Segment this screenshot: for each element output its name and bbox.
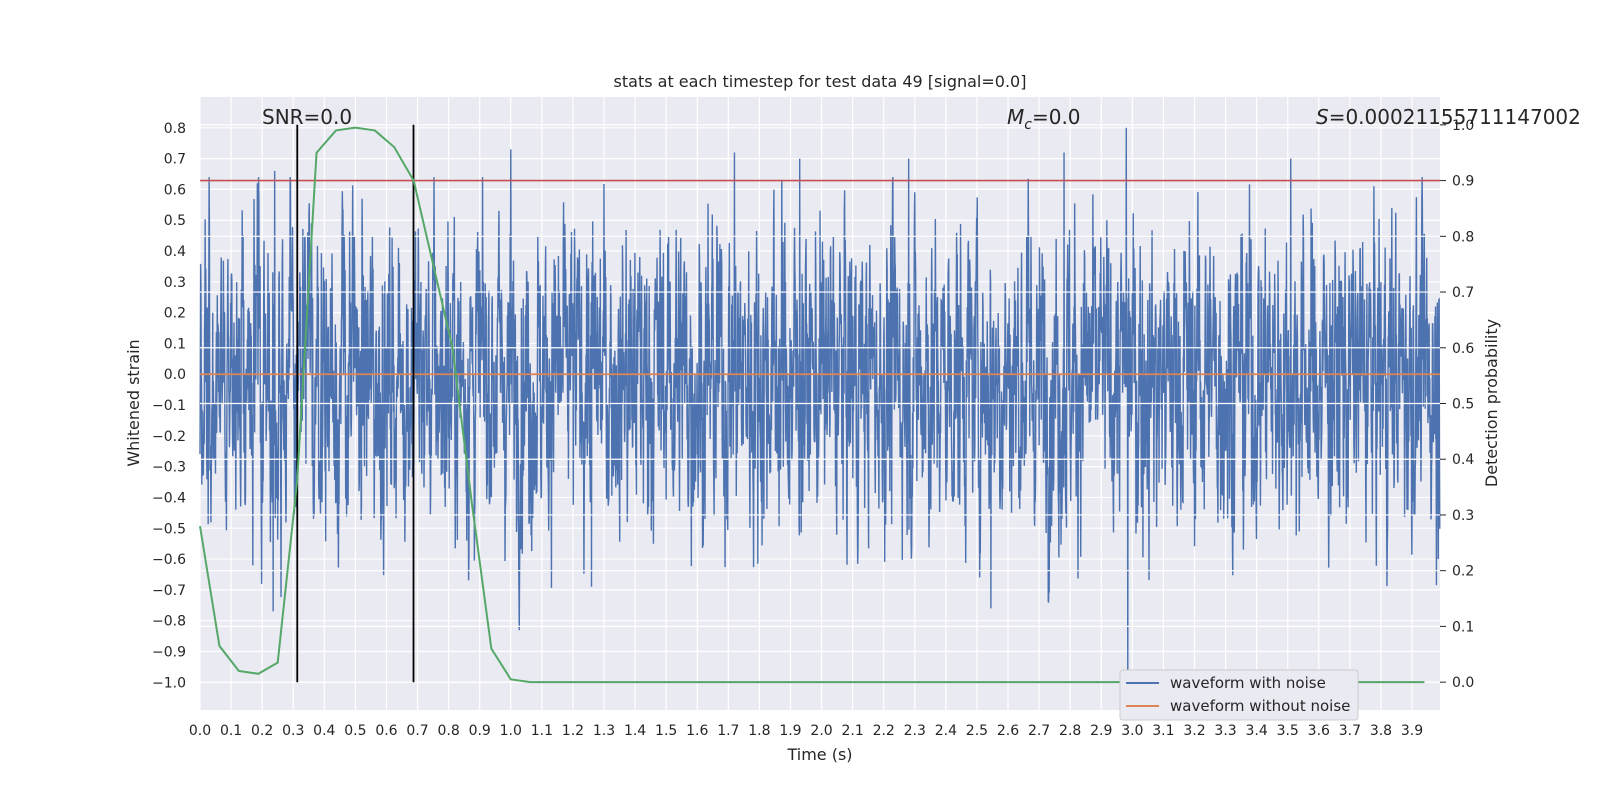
x-tick-label: 2.0	[810, 723, 832, 739]
y2-tick-label: 0.0	[1452, 675, 1474, 691]
x-tick-label: 2.8	[1059, 723, 1081, 739]
legend-label-noise: waveform with noise	[1170, 674, 1326, 692]
chart-title: stats at each timestep for test data 49 …	[614, 72, 1027, 91]
x-tick-label: 3.1	[1152, 723, 1174, 739]
x-tick-label: 1.7	[717, 723, 739, 739]
x-tick-label: 2.7	[1028, 723, 1050, 739]
x-tick-label: 2.2	[873, 723, 895, 739]
s-annotation: S=0.00021155711147002	[1316, 105, 1581, 129]
y2-tick-label: 0.5	[1452, 397, 1474, 413]
x-tick-label: 0.6	[375, 723, 397, 739]
y-tick-label: 0.3	[164, 275, 186, 291]
x-tick-label: 2.1	[841, 723, 863, 739]
chirp-mass-value: =0.0	[1032, 105, 1081, 129]
time-window-markers	[296, 124, 415, 683]
x-tick-label: 0.3	[282, 723, 304, 739]
y-tick-label: −0.8	[152, 614, 186, 630]
chirp-mass-subscript: c	[1024, 117, 1032, 133]
y-tick-label: 0.6	[164, 182, 186, 198]
y2-tick-label: 1.0	[1452, 118, 1474, 134]
x-tick-label: 1.4	[624, 723, 646, 739]
y2-tick-label: 0.9	[1452, 174, 1474, 190]
x-tick-label: 3.3	[1214, 723, 1236, 739]
series-detection-probability	[199, 126, 1425, 684]
x-tick-label: 1.2	[562, 723, 584, 739]
y-tick-label: −0.6	[152, 552, 186, 568]
s-value: =0.00021155711147002	[1329, 105, 1581, 129]
y2-axis-ticks: 1.0 0.9 0.8 0.7 0.6 0.5 0.4 0.3 0.2 0.1 0.0	[1440, 118, 1474, 691]
x-tick-label: 2.3	[904, 723, 926, 739]
x-tick-label: 3.8	[1370, 723, 1392, 739]
x-axis-ticks: 0.0 0.1 0.2 0.3 0.4 0.5 0.6 0.7 0.8 0.9 1.0 1.1 1.2 1…	[189, 723, 1423, 739]
x-tick-label: 3.2	[1183, 723, 1205, 739]
y2-tick-label: 0.6	[1452, 341, 1474, 357]
x-tick-label: 1.1	[531, 723, 553, 739]
x-tick-label: 1.5	[655, 723, 677, 739]
x-tick-label: 3.7	[1339, 723, 1361, 739]
x-tick-label: 1.0	[500, 723, 522, 739]
x-tick-label: 1.8	[748, 723, 770, 739]
legend-box	[1119, 669, 1359, 721]
snr-annotation: SNR=0.0	[262, 105, 352, 129]
x-tick-label: 0.1	[220, 723, 242, 739]
x-tick-label: 3.0	[1121, 723, 1143, 739]
y-tick-label: −0.5	[152, 521, 186, 537]
y-tick-label: −1.0	[152, 675, 186, 691]
y-tick-label: 0.5	[164, 213, 186, 229]
y-tick-label: 0.0	[164, 367, 186, 383]
x-tick-label: 3.5	[1277, 723, 1299, 739]
y-tick-label: 0.7	[164, 152, 186, 168]
x-tick-label: 2.5	[966, 723, 988, 739]
legend: waveform with noise waveform without noi…	[1119, 669, 1359, 721]
x-tick-label: 2.9	[1090, 723, 1112, 739]
y-tick-label: 0.8	[164, 121, 186, 137]
s-symbol: S	[1316, 105, 1329, 129]
x-tick-label: 0.2	[251, 723, 273, 739]
x-tick-label: 2.4	[935, 723, 957, 739]
y-tick-label: −0.2	[152, 429, 186, 445]
x-tick-label: 0.4	[313, 723, 335, 739]
y-tick-label: 0.4	[164, 244, 186, 260]
x-tick-label: 0.8	[437, 723, 459, 739]
y2-tick-label: 0.7	[1452, 285, 1474, 301]
y-tick-label: −0.1	[152, 398, 186, 414]
y2-tick-label: 0.2	[1452, 564, 1474, 580]
x-axis-label: Time (s)	[786, 745, 852, 764]
x-tick-label: 1.6	[686, 723, 708, 739]
y2-axis-label: Detection probability	[1482, 319, 1501, 487]
y-axis-ticks: 0.8 0.7 0.6 0.5 0.4 0.3 0.2 0.1 0.0 −0.1 −0.2 −0.3 −…	[152, 121, 186, 691]
x-tick-label: 0.0	[189, 723, 211, 739]
chirp-mass-symbol: M	[1007, 105, 1024, 129]
y2-tick-label: 0.4	[1452, 452, 1474, 468]
x-tick-label: 1.3	[593, 723, 615, 739]
x-tick-label: 0.9	[469, 723, 491, 739]
y2-tick-label: 0.1	[1452, 619, 1474, 635]
x-tick-label: 3.6	[1308, 723, 1330, 739]
x-tick-label: 3.4	[1246, 723, 1268, 739]
x-tick-label: 1.9	[779, 723, 801, 739]
x-tick-label: 2.6	[997, 723, 1019, 739]
y2-tick-label: 0.8	[1452, 229, 1474, 245]
y-axis-label: Whitened strain	[124, 339, 143, 466]
legend-label-clean: waveform without noise	[1170, 697, 1350, 715]
y-tick-label: −0.4	[152, 490, 186, 506]
y-tick-label: −0.9	[152, 644, 186, 660]
x-tick-label: 3.9	[1401, 723, 1423, 739]
y-tick-label: −0.7	[152, 583, 186, 599]
x-tick-label: 0.7	[406, 723, 428, 739]
x-tick-label: 0.5	[344, 723, 366, 739]
y-tick-label: 0.1	[164, 336, 186, 352]
chirp-mass-annotation: Mc=0.0	[1007, 105, 1081, 133]
y-tick-label: 0.2	[164, 306, 186, 322]
y2-tick-label: 0.3	[1452, 508, 1474, 524]
y-tick-label: −0.3	[152, 460, 186, 476]
series-waveform-with-noise	[199, 127, 1441, 686]
